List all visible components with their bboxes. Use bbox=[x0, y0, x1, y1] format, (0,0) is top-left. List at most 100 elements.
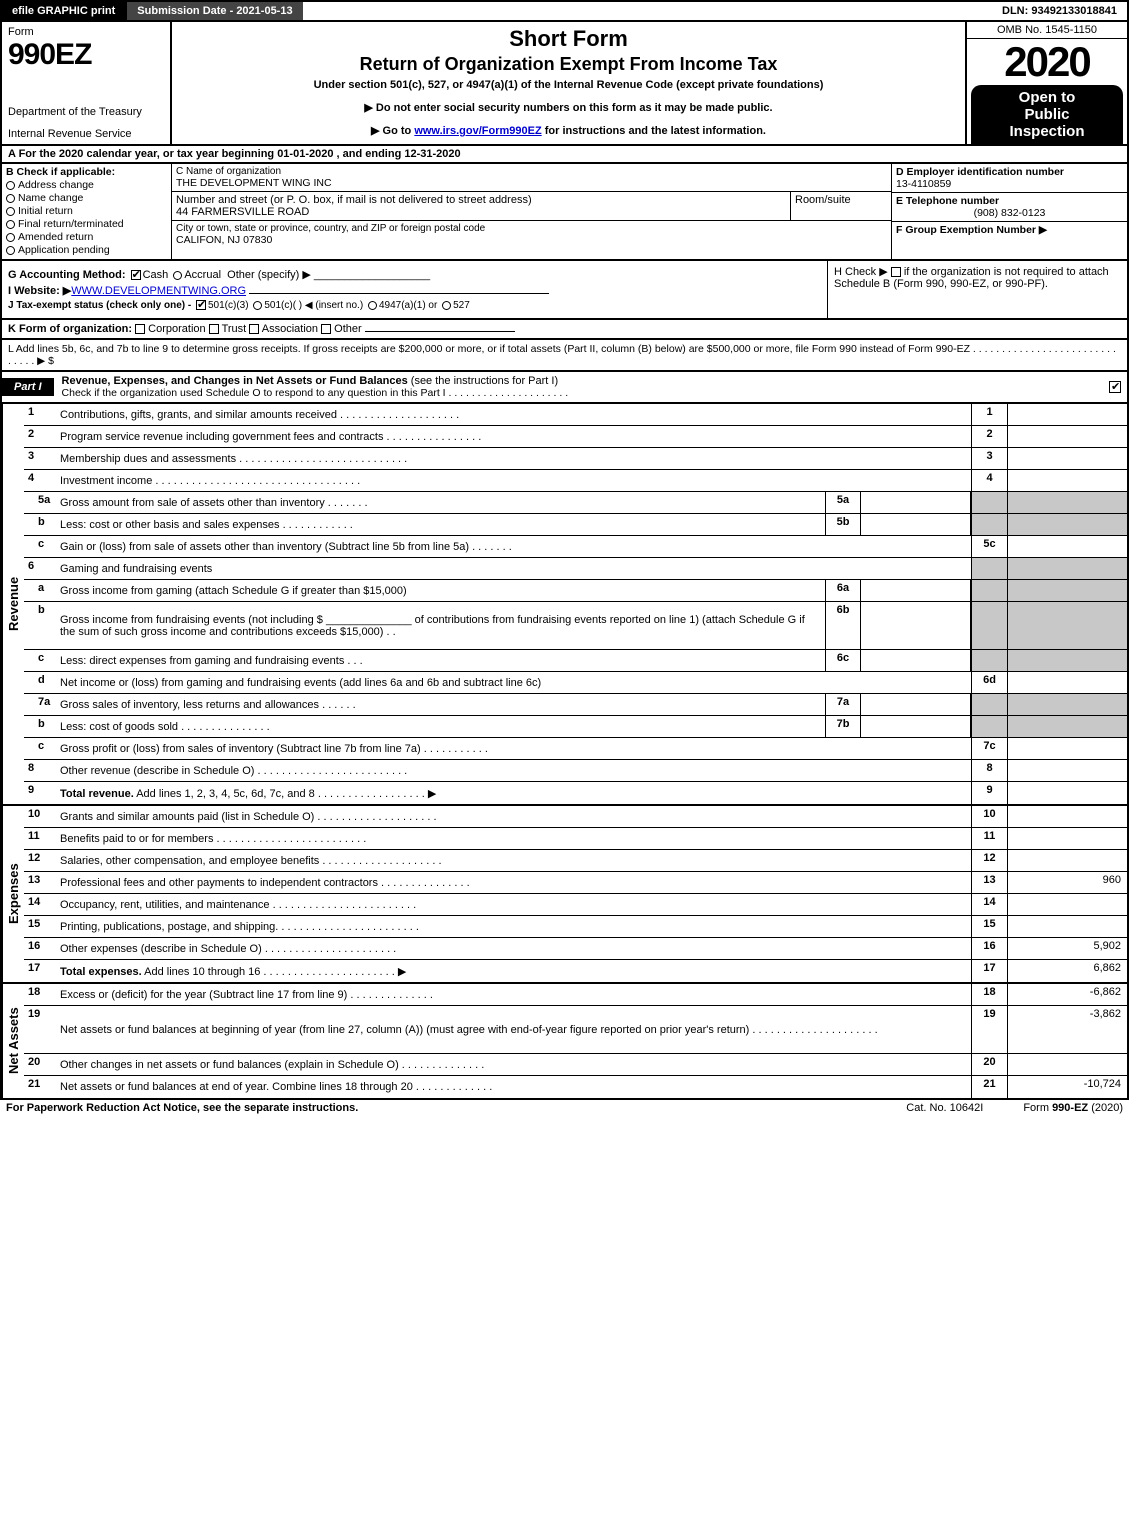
result-number: 1 bbox=[971, 404, 1007, 425]
row-number: b bbox=[24, 514, 60, 535]
table-row: 18Excess or (deficit) for the year (Subt… bbox=[24, 984, 1127, 1006]
row-description: Other changes in net assets or fund bala… bbox=[60, 1054, 971, 1075]
box-b-checkbox[interactable] bbox=[6, 181, 15, 190]
row-description: Excess or (deficit) for the year (Subtra… bbox=[60, 984, 971, 1005]
netasset-rows: 18Excess or (deficit) for the year (Subt… bbox=[24, 984, 1127, 1098]
mini-col-value bbox=[861, 602, 971, 649]
row-number: 2 bbox=[24, 426, 60, 447]
revenue-table: Revenue 1Contributions, gifts, grants, a… bbox=[0, 404, 1129, 806]
row-description: Net income or (loss) from gaming and fun… bbox=[60, 672, 971, 693]
cash-checkbox[interactable] bbox=[131, 270, 141, 280]
top-bar-spacer bbox=[303, 2, 992, 20]
4947-label: 4947(a)(1) or bbox=[379, 300, 437, 311]
527-label: 527 bbox=[453, 300, 470, 311]
mini-col-label: 7b bbox=[825, 716, 861, 737]
row-description: Printing, publications, postage, and shi… bbox=[60, 916, 971, 937]
result-value bbox=[1007, 492, 1127, 513]
box-b-header: B Check if applicable: bbox=[6, 166, 167, 178]
row-description: Membership dues and assessments . . . . … bbox=[60, 448, 971, 469]
result-number bbox=[971, 716, 1007, 737]
box-b-checkbox[interactable] bbox=[6, 246, 15, 255]
k-opt-label: Association bbox=[262, 323, 318, 335]
org-name-label: C Name of organization bbox=[176, 166, 887, 177]
result-value: -6,862 bbox=[1007, 984, 1127, 1005]
k-checkbox[interactable] bbox=[249, 324, 259, 334]
result-value bbox=[1007, 580, 1127, 601]
table-row: 17Total expenses. Add lines 10 through 1… bbox=[24, 960, 1127, 982]
result-number bbox=[971, 602, 1007, 649]
row-description: Total revenue. Add lines 1, 2, 3, 4, 5c,… bbox=[60, 782, 971, 804]
row-description: Net assets or fund balances at end of ye… bbox=[60, 1076, 971, 1098]
part-1-title-paren: (see the instructions for Part I) bbox=[411, 375, 558, 387]
mini-col-label: 6c bbox=[825, 650, 861, 671]
row-number: 3 bbox=[24, 448, 60, 469]
row-number: 11 bbox=[24, 828, 60, 849]
k-checkbox[interactable] bbox=[135, 324, 145, 334]
result-value bbox=[1007, 650, 1127, 671]
table-row: dNet income or (loss) from gaming and fu… bbox=[24, 672, 1127, 694]
501c3-label: 501(c)(3) bbox=[208, 300, 249, 311]
part-1-header: Part I Revenue, Expenses, and Changes in… bbox=[0, 372, 1129, 404]
result-value: 960 bbox=[1007, 872, 1127, 893]
mini-col-value bbox=[861, 716, 971, 737]
efile-print-button[interactable]: efile GRAPHIC print bbox=[2, 2, 127, 20]
irs-label: Internal Revenue Service bbox=[8, 128, 164, 140]
box-b-item: Final return/terminated bbox=[6, 218, 167, 230]
result-number bbox=[971, 694, 1007, 715]
h-checkbox[interactable] bbox=[891, 267, 901, 277]
irs-link[interactable]: www.irs.gov/Form990EZ bbox=[414, 125, 541, 137]
501c-checkbox[interactable] bbox=[253, 301, 262, 310]
street-value: 44 FARMERSVILLE ROAD bbox=[176, 206, 786, 218]
mid-left: G Accounting Method: Cash Accrual Other … bbox=[2, 261, 827, 318]
box-b: B Check if applicable: Address changeNam… bbox=[2, 164, 172, 259]
result-number: 17 bbox=[971, 960, 1007, 982]
result-value bbox=[1007, 426, 1127, 447]
form-subtitle: Under section 501(c), 527, or 4947(a)(1)… bbox=[180, 79, 957, 91]
row-number: c bbox=[24, 738, 60, 759]
form-title: Return of Organization Exempt From Incom… bbox=[180, 54, 957, 75]
result-number bbox=[971, 558, 1007, 579]
row-description: Salaries, other compensation, and employ… bbox=[60, 850, 971, 871]
box-b-checkbox[interactable] bbox=[6, 220, 15, 229]
box-b-item: Name change bbox=[6, 192, 167, 204]
table-row: cGross profit or (loss) from sales of in… bbox=[24, 738, 1127, 760]
website-link[interactable]: WWW.DEVELOPMENTWING.ORG bbox=[71, 285, 246, 297]
row-description: Less: cost or other basis and sales expe… bbox=[60, 514, 825, 535]
expense-rows: 10Grants and similar amounts paid (list … bbox=[24, 806, 1127, 982]
row-description: Other revenue (describe in Schedule O) .… bbox=[60, 760, 971, 781]
result-number: 3 bbox=[971, 448, 1007, 469]
dln-number: DLN: 93492133018841 bbox=[992, 2, 1127, 20]
top-bar: efile GRAPHIC print Submission Date - 20… bbox=[0, 0, 1129, 22]
row-description: Gaming and fundraising events bbox=[60, 558, 971, 579]
table-row: bGross income from fundraising events (n… bbox=[24, 602, 1127, 650]
box-b-checkbox[interactable] bbox=[6, 194, 15, 203]
mini-col-label: 5b bbox=[825, 514, 861, 535]
result-number: 18 bbox=[971, 984, 1007, 1005]
result-value bbox=[1007, 536, 1127, 557]
k-opt-label: Corporation bbox=[148, 323, 205, 335]
row-number: 10 bbox=[24, 806, 60, 827]
form-ref-bold: 990-EZ bbox=[1052, 1102, 1088, 1114]
k-checkbox[interactable] bbox=[209, 324, 219, 334]
table-row: 3Membership dues and assessments . . . .… bbox=[24, 448, 1127, 470]
row-number: b bbox=[24, 602, 60, 649]
box-b-checkbox[interactable] bbox=[6, 207, 15, 216]
501c3-checkbox[interactable] bbox=[196, 300, 206, 310]
table-row: 12Salaries, other compensation, and empl… bbox=[24, 850, 1127, 872]
row-description: Occupancy, rent, utilities, and maintena… bbox=[60, 894, 971, 915]
city-value: CALIFON, NJ 07830 bbox=[176, 234, 887, 246]
schedule-o-checkbox[interactable] bbox=[1109, 381, 1121, 393]
table-row: 11Benefits paid to or for members . . . … bbox=[24, 828, 1127, 850]
mini-col-value bbox=[861, 650, 971, 671]
row-number: 14 bbox=[24, 894, 60, 915]
g-label: G Accounting Method: bbox=[8, 269, 126, 281]
k-checkbox[interactable] bbox=[321, 324, 331, 334]
row-description: Net assets or fund balances at beginning… bbox=[60, 1006, 971, 1053]
accrual-checkbox[interactable] bbox=[173, 271, 182, 280]
4947-checkbox[interactable] bbox=[368, 301, 377, 310]
box-b-checkbox[interactable] bbox=[6, 233, 15, 242]
527-checkbox[interactable] bbox=[442, 301, 451, 310]
box-b-item-label: Address change bbox=[18, 179, 94, 191]
row-description: Gross amount from sale of assets other t… bbox=[60, 492, 825, 513]
row-number: 7a bbox=[24, 694, 60, 715]
